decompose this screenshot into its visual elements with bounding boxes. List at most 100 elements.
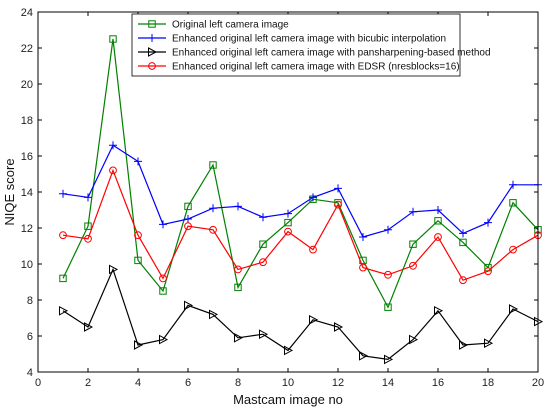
legend-label: Enhanced original left camera image with… bbox=[172, 34, 446, 45]
data-point bbox=[484, 267, 492, 276]
data-point bbox=[459, 340, 469, 350]
data-point bbox=[109, 141, 117, 150]
data-point bbox=[134, 231, 142, 240]
legend-item: Enhanced original left camera image with… bbox=[138, 34, 446, 45]
data-point bbox=[59, 189, 67, 198]
y-tick-label: 8 bbox=[27, 295, 33, 307]
data-point bbox=[159, 287, 167, 295]
y-axis-label: NIQE score bbox=[2, 158, 17, 225]
data-point bbox=[259, 329, 269, 340]
legend-item: Enhanced original left camera image with… bbox=[138, 47, 491, 59]
data-point bbox=[184, 222, 192, 231]
data-point bbox=[334, 322, 344, 332]
data-point bbox=[109, 166, 117, 175]
data-point bbox=[409, 240, 417, 248]
data-point bbox=[59, 274, 67, 283]
legend-label: Enhanced original left camera image with… bbox=[172, 62, 460, 73]
data-point bbox=[384, 303, 392, 311]
data-point bbox=[384, 270, 392, 279]
data-point bbox=[84, 234, 92, 243]
x-tick-label: 12 bbox=[332, 377, 344, 389]
y-tick-label: 10 bbox=[21, 259, 33, 271]
data-point bbox=[359, 350, 369, 361]
data-point bbox=[84, 222, 92, 230]
x-axis: 0 2 4 6 8 10 12 14 16 18 20 bbox=[35, 12, 544, 389]
series-0 bbox=[59, 35, 542, 311]
data-point bbox=[59, 305, 69, 316]
series-1 bbox=[59, 141, 542, 241]
data-point bbox=[184, 300, 194, 311]
data-point bbox=[134, 256, 142, 265]
data-point bbox=[384, 225, 392, 234]
data-point bbox=[109, 35, 117, 43]
series-line bbox=[62, 267, 539, 361]
x-tick-label: 14 bbox=[382, 377, 394, 389]
series-3 bbox=[59, 166, 542, 285]
legend-swatch-marker bbox=[148, 47, 158, 57]
y-tick-label: 22 bbox=[21, 43, 33, 55]
data-point bbox=[459, 229, 467, 238]
data-point bbox=[209, 204, 217, 213]
y-tick-label: 12 bbox=[21, 223, 33, 235]
legend-swatch-marker bbox=[148, 62, 156, 70]
data-point bbox=[284, 345, 294, 356]
data-point bbox=[484, 338, 494, 349]
data-point bbox=[509, 199, 517, 207]
y-axis: 4 6 8 10 12 14 16 18 20 22 24 bbox=[21, 7, 538, 379]
legend: Original left camera image Enhanced origi… bbox=[131, 13, 491, 77]
data-point bbox=[284, 209, 292, 218]
data-point bbox=[259, 213, 267, 222]
data-point bbox=[284, 227, 292, 236]
data-point bbox=[384, 354, 394, 365]
data-point bbox=[334, 184, 342, 193]
legend-box bbox=[131, 13, 461, 77]
data-point bbox=[284, 218, 292, 227]
y-tick-label: 24 bbox=[21, 7, 33, 19]
y-tick-label: 14 bbox=[21, 187, 33, 199]
data-point bbox=[359, 263, 367, 272]
x-tick-label: 16 bbox=[432, 377, 444, 389]
legend-swatch-marker bbox=[148, 34, 156, 42]
data-point bbox=[109, 264, 119, 275]
data-point bbox=[159, 334, 169, 345]
data-point bbox=[434, 233, 442, 241]
data-point bbox=[434, 305, 444, 316]
data-point bbox=[509, 180, 517, 189]
y-tick-label: 20 bbox=[21, 79, 33, 91]
y-tick-label: 18 bbox=[21, 115, 33, 127]
data-point bbox=[184, 202, 192, 211]
x-tick-label: 18 bbox=[482, 377, 494, 389]
data-point bbox=[459, 276, 467, 285]
series-line bbox=[62, 168, 539, 281]
x-tick-label: 0 bbox=[35, 377, 41, 389]
data-point bbox=[434, 217, 442, 225]
legend-label: Original left camera image bbox=[172, 20, 289, 31]
legend-label: Enhanced original left camera image with… bbox=[172, 48, 491, 59]
data-point bbox=[309, 245, 317, 254]
data-point bbox=[484, 218, 492, 227]
series-layer bbox=[59, 35, 544, 365]
data-point bbox=[509, 304, 519, 314]
data-point bbox=[259, 258, 267, 267]
y-tick-label: 4 bbox=[27, 367, 33, 379]
data-point bbox=[234, 202, 242, 211]
series-line bbox=[62, 38, 539, 309]
data-point bbox=[234, 332, 244, 343]
x-tick-label: 20 bbox=[532, 377, 544, 389]
data-point bbox=[259, 240, 267, 248]
data-point bbox=[459, 238, 467, 247]
y-tick-label: 6 bbox=[27, 331, 33, 343]
data-point bbox=[409, 334, 419, 345]
x-tick-label: 4 bbox=[135, 377, 141, 389]
data-point bbox=[209, 225, 217, 234]
data-point bbox=[159, 220, 167, 229]
data-point bbox=[409, 207, 417, 216]
x-tick-label: 2 bbox=[85, 377, 91, 389]
data-point bbox=[84, 322, 94, 332]
data-point bbox=[134, 157, 142, 166]
data-point bbox=[184, 215, 192, 223]
series-line bbox=[62, 144, 538, 238]
data-point bbox=[159, 274, 167, 283]
data-point bbox=[59, 231, 67, 240]
